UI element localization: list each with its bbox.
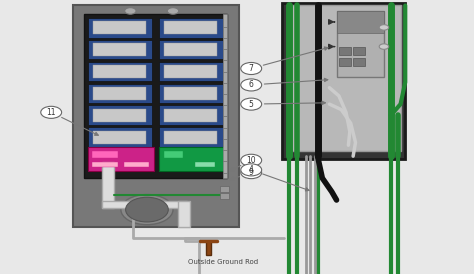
Bar [88,18,152,38]
Text: 9: 9 [249,168,254,177]
Circle shape [241,79,262,91]
Bar [164,87,217,100]
Bar [92,162,118,167]
Text: 11: 11 [46,108,56,117]
Bar [287,5,401,151]
Bar [339,58,351,66]
Bar [159,147,225,171]
Bar [159,18,223,38]
Circle shape [241,164,262,176]
Bar [88,84,152,103]
Circle shape [379,44,389,49]
Bar [164,43,217,56]
Bar [195,162,215,167]
Bar [93,21,146,34]
Bar [93,131,146,144]
Bar [220,193,229,199]
Bar [337,11,384,33]
Text: 7: 7 [249,64,254,73]
Bar [159,127,223,147]
Bar [93,65,146,78]
Circle shape [241,154,262,166]
Bar [88,62,152,81]
Circle shape [379,25,389,30]
Bar [93,87,146,100]
Bar [353,47,365,55]
Circle shape [121,195,173,225]
Bar [93,109,146,122]
Bar [220,186,229,192]
Bar [88,40,152,59]
Text: Outside Ground Rod: Outside Ground Rod [188,259,258,265]
Bar [164,151,182,158]
Bar [88,127,152,147]
Bar [102,201,187,208]
Bar [223,14,227,178]
Circle shape [241,62,262,75]
Bar [164,21,217,34]
Circle shape [125,8,136,14]
Text: 5: 5 [249,100,254,109]
Bar [92,151,118,158]
Bar [353,58,365,66]
Bar [282,3,405,159]
Circle shape [241,167,262,179]
Bar [88,105,152,125]
Bar [159,84,223,103]
Circle shape [126,197,168,222]
Bar [159,62,223,81]
Bar [93,43,146,56]
Text: 4: 4 [249,165,254,174]
Bar [206,241,211,255]
Circle shape [241,98,262,110]
Bar [337,11,384,77]
Text: 6: 6 [249,81,254,89]
Text: 10: 10 [246,156,256,165]
Bar [178,201,190,227]
Bar [164,109,217,122]
Bar [73,5,239,227]
Bar [84,14,227,178]
Bar [124,162,149,167]
Bar [159,40,223,59]
Circle shape [167,8,179,14]
Bar [164,65,217,78]
Bar [102,162,114,208]
Bar [164,131,217,144]
Bar [159,105,223,125]
Bar [339,47,351,55]
Bar [88,147,154,171]
Circle shape [41,106,62,118]
